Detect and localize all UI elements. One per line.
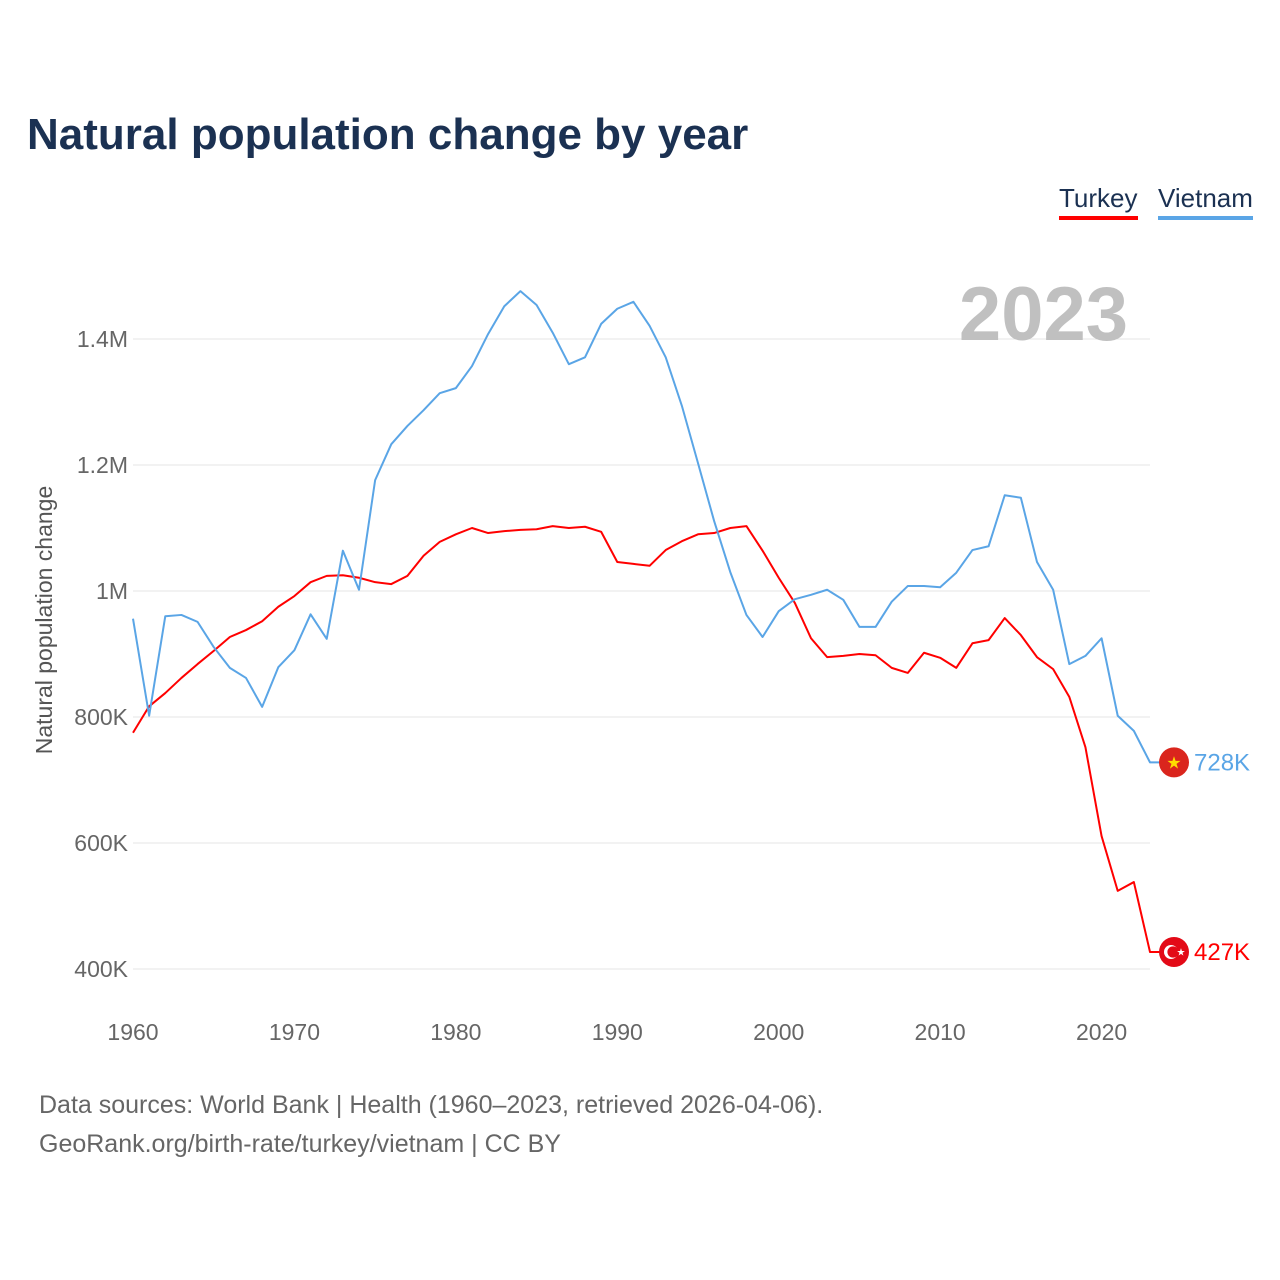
x-tick-label: 1980: [430, 1019, 481, 1045]
end-value-label-vietnam: 728K: [1194, 749, 1250, 776]
x-tick-label: 1970: [269, 1019, 320, 1045]
x-tick-label: 1960: [107, 1019, 158, 1045]
legend-vietnam[interactable]: Vietnam: [1158, 183, 1253, 220]
star-icon: ★: [1177, 947, 1186, 958]
year-watermark: 2023: [959, 272, 1128, 357]
y-tick-label: 600K: [74, 830, 128, 856]
y-tick-label: 1.4M: [77, 326, 128, 352]
y-axis-label: Natural population change: [31, 486, 57, 755]
x-tick-label: 2020: [1076, 1019, 1127, 1045]
x-tick-label: 1990: [592, 1019, 643, 1045]
footer-link[interactable]: GeoRank.org/birth-rate/turkey/vietnam | …: [39, 1130, 561, 1158]
y-tick-label: 400K: [74, 956, 128, 982]
flag-circle: [1159, 747, 1189, 778]
footer-sources: Data sources: World Bank | Health (1960–…: [39, 1091, 824, 1119]
series-line-turkey: [132, 525, 1174, 953]
y-tick-label: 1.2M: [77, 452, 128, 478]
y-tick-label: 1M: [96, 578, 128, 604]
legend-turkey[interactable]: Turkey: [1059, 183, 1138, 220]
crescent-inner: [1167, 946, 1179, 958]
chart-title: Natural population change by year: [27, 110, 749, 159]
x-tick-label: 2000: [753, 1019, 804, 1045]
footer: Data sources: World Bank | Health (1960–…: [39, 1086, 823, 1164]
series-line-vietnam: [132, 290, 1174, 764]
vietnam-flag-icon: ★: [1159, 747, 1189, 778]
star-icon: ★: [1166, 753, 1181, 772]
x-tick-label: 2010: [915, 1019, 966, 1045]
end-value-label-turkey: 427K: [1194, 939, 1250, 966]
turkey-flag-icon: ★: [1159, 936, 1189, 967]
y-tick-label: 800K: [74, 704, 128, 730]
